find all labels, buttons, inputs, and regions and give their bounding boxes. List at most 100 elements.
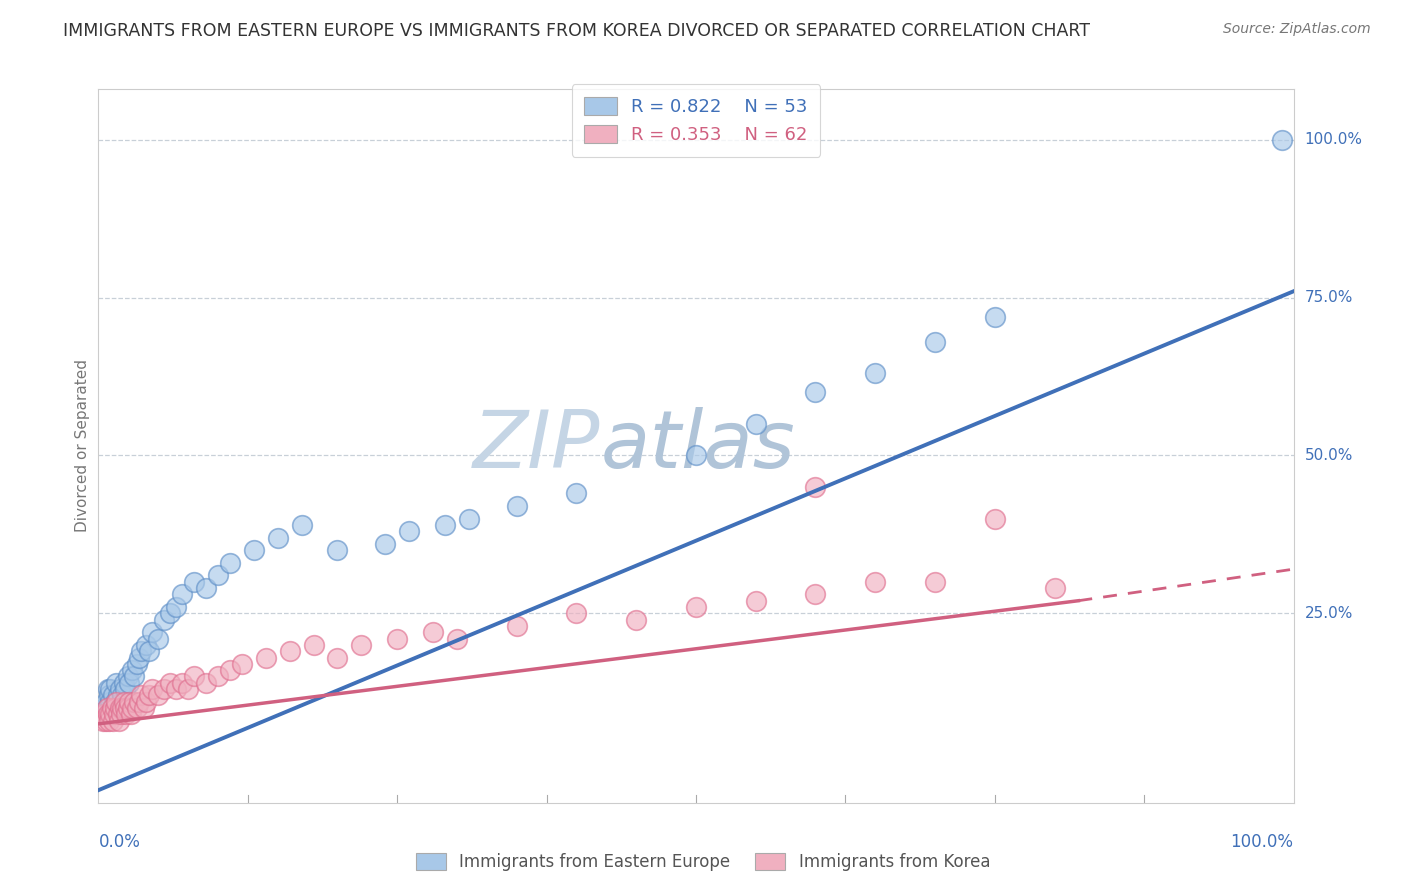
Point bbox=[422, 625, 444, 640]
Point bbox=[165, 600, 187, 615]
Point bbox=[112, 695, 135, 709]
Point bbox=[124, 669, 146, 683]
Point bbox=[138, 644, 160, 658]
Text: 0.0%: 0.0% bbox=[98, 833, 141, 851]
Point bbox=[626, 613, 648, 627]
Point bbox=[98, 714, 121, 728]
Point bbox=[114, 682, 136, 697]
Point bbox=[865, 367, 887, 381]
Point bbox=[104, 695, 127, 709]
Point bbox=[128, 650, 150, 665]
Point bbox=[685, 449, 707, 463]
Point bbox=[984, 310, 1007, 324]
Point bbox=[105, 695, 128, 709]
Point bbox=[107, 714, 129, 728]
Point bbox=[183, 669, 205, 683]
Point bbox=[98, 682, 122, 697]
Point bbox=[924, 574, 946, 589]
Point bbox=[745, 417, 768, 431]
Point bbox=[172, 675, 194, 690]
Point bbox=[177, 682, 200, 697]
Point bbox=[984, 511, 1007, 525]
Point bbox=[103, 701, 125, 715]
Point bbox=[108, 682, 131, 697]
Point bbox=[207, 669, 229, 683]
Point bbox=[111, 689, 134, 703]
Point bbox=[1043, 581, 1066, 595]
Point bbox=[385, 632, 409, 646]
Point bbox=[159, 607, 181, 621]
Point bbox=[195, 581, 218, 595]
Point bbox=[804, 587, 827, 601]
Point bbox=[112, 675, 135, 690]
Point bbox=[125, 701, 148, 715]
Point bbox=[121, 701, 143, 715]
Text: 100.0%: 100.0% bbox=[1230, 833, 1294, 851]
Point bbox=[107, 707, 129, 722]
Point bbox=[804, 385, 827, 400]
Legend: R = 0.822    N = 53, R = 0.353    N = 62: R = 0.822 N = 53, R = 0.353 N = 62 bbox=[572, 84, 820, 157]
Point bbox=[96, 701, 118, 715]
Point bbox=[96, 701, 118, 715]
Text: 75.0%: 75.0% bbox=[1305, 290, 1353, 305]
Point bbox=[506, 499, 529, 513]
Point bbox=[565, 486, 588, 500]
Point bbox=[132, 701, 155, 715]
Point bbox=[117, 669, 139, 683]
Point bbox=[326, 650, 349, 665]
Point bbox=[107, 689, 129, 703]
Point bbox=[94, 695, 117, 709]
Point bbox=[135, 695, 157, 709]
Point bbox=[254, 650, 277, 665]
Point bbox=[865, 574, 887, 589]
Point bbox=[128, 695, 150, 709]
Point bbox=[124, 695, 146, 709]
Point bbox=[121, 663, 143, 677]
Point bbox=[165, 682, 187, 697]
Point bbox=[117, 701, 139, 715]
Point bbox=[105, 675, 128, 690]
Point bbox=[135, 638, 157, 652]
Point bbox=[148, 632, 170, 646]
Y-axis label: Divorced or Separated: Divorced or Separated bbox=[75, 359, 90, 533]
Text: 50.0%: 50.0% bbox=[1305, 448, 1353, 463]
Text: Source: ZipAtlas.com: Source: ZipAtlas.com bbox=[1223, 22, 1371, 37]
Point bbox=[111, 701, 134, 715]
Point bbox=[141, 682, 163, 697]
Point bbox=[302, 638, 325, 652]
Text: IMMIGRANTS FROM EASTERN EUROPE VS IMMIGRANTS FROM KOREA DIVORCED OR SEPARATED CO: IMMIGRANTS FROM EASTERN EUROPE VS IMMIGR… bbox=[63, 22, 1090, 40]
Point bbox=[94, 714, 117, 728]
Point bbox=[398, 524, 420, 539]
Point bbox=[1271, 133, 1294, 147]
Point bbox=[101, 714, 124, 728]
Legend: Immigrants from Eastern Europe, Immigrants from Korea: Immigrants from Eastern Europe, Immigran… bbox=[408, 845, 998, 880]
Point bbox=[115, 707, 138, 722]
Point bbox=[219, 556, 242, 570]
Point bbox=[458, 511, 481, 525]
Point bbox=[100, 701, 122, 715]
Point bbox=[118, 695, 141, 709]
Point bbox=[141, 625, 163, 640]
Point bbox=[104, 701, 127, 715]
Point bbox=[374, 537, 396, 551]
Point bbox=[97, 707, 120, 722]
Point bbox=[93, 701, 115, 715]
Point bbox=[924, 334, 946, 349]
Point bbox=[120, 707, 142, 722]
Point bbox=[93, 707, 115, 722]
Point bbox=[804, 480, 827, 494]
Point bbox=[195, 675, 218, 690]
Point bbox=[685, 600, 707, 615]
Point bbox=[131, 644, 153, 658]
Point bbox=[219, 663, 242, 677]
Point bbox=[98, 695, 122, 709]
Point bbox=[110, 707, 132, 722]
Point bbox=[745, 593, 768, 607]
Point bbox=[153, 682, 176, 697]
Point bbox=[110, 695, 132, 709]
Point bbox=[278, 644, 301, 658]
Point bbox=[125, 657, 148, 671]
Point bbox=[131, 689, 153, 703]
Text: 100.0%: 100.0% bbox=[1305, 132, 1362, 147]
Point bbox=[565, 607, 588, 621]
